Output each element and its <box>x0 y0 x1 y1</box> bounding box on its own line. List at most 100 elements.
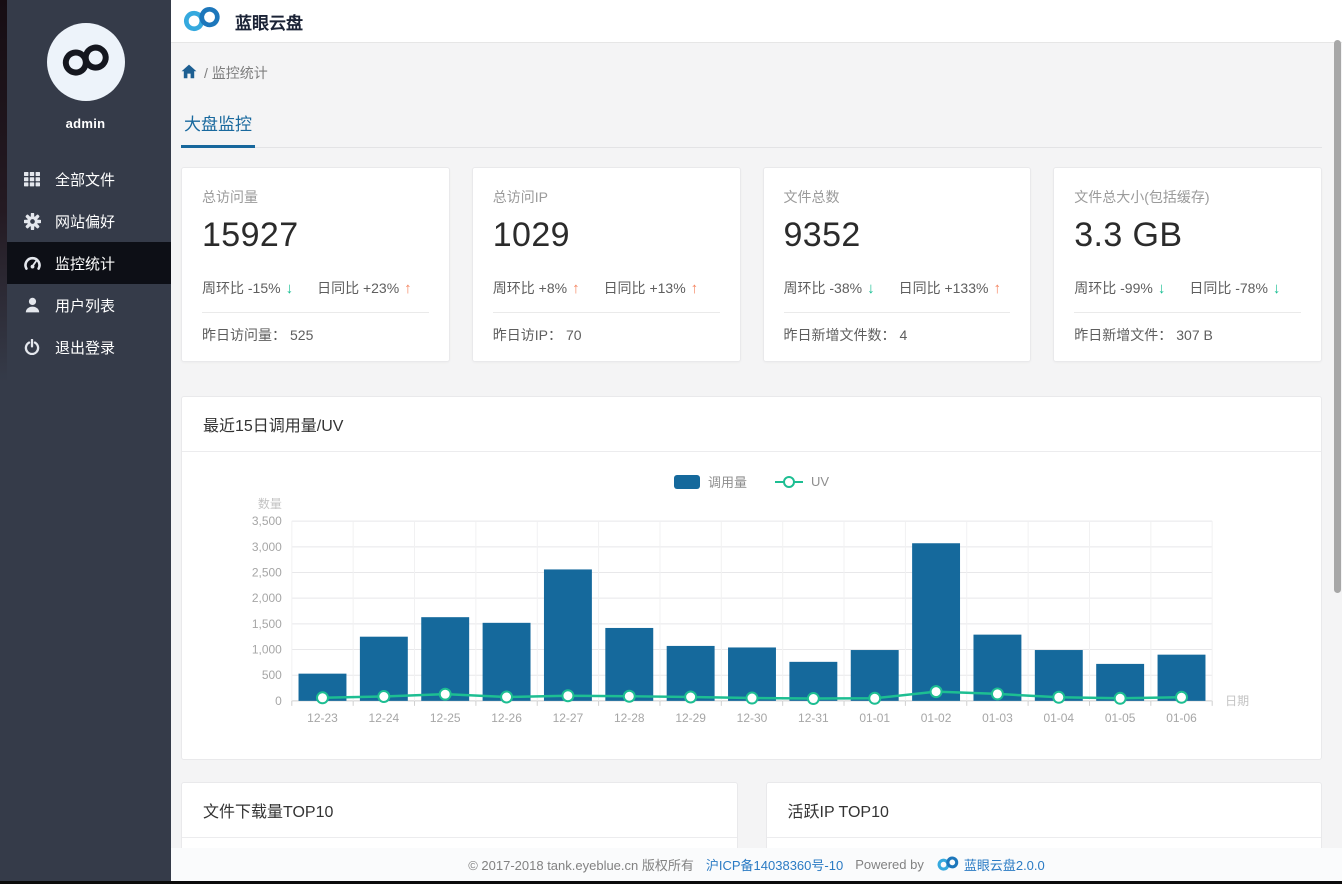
app-title: 蓝眼云盘 <box>235 13 303 33</box>
list-title: 活跃IP TOP10 <box>766 783 1321 838</box>
svg-text:12-24: 12-24 <box>369 711 400 725</box>
trend-up-icon <box>993 280 1001 297</box>
sidebar-item-label: 用户列表 <box>55 297 116 315</box>
sidebar: admin 全部文件 <box>0 0 171 884</box>
sidebar-menu: 全部文件 网站偏好 <box>0 158 171 368</box>
trend-down-icon <box>1273 280 1281 297</box>
footer-logo-icon <box>936 855 960 874</box>
sidebar-edge-decoration <box>0 0 7 382</box>
tab-bar: 大盘监控 <box>181 110 1322 148</box>
legend-item-calls[interactable]: 调用量 <box>673 472 747 491</box>
stat-footer: 昨日访IP： 70 <box>492 327 582 343</box>
username: admin <box>65 116 106 131</box>
trend-down-icon <box>286 280 294 297</box>
svg-text:2,000: 2,000 <box>252 591 282 605</box>
svg-text:12-27: 12-27 <box>553 711 584 725</box>
stat-card-total-visits: 总访问量 15927 周环比 -15% 日同比 +23% 昨日访问量：525 <box>181 167 450 362</box>
trend-up-icon <box>404 280 412 297</box>
stat-value: 15927 <box>202 216 299 254</box>
day-trend: 日同比 +23% <box>317 278 412 298</box>
stat-trends: 周环比 -99% 日同比 -78% <box>1074 278 1301 298</box>
sidebar-item-logout[interactable]: 退出登录 <box>0 326 171 368</box>
chart-legend: 调用量 UV <box>182 472 1321 491</box>
app-brand[interactable]: 蓝眼云盘 <box>181 5 303 38</box>
svg-text:1,500: 1,500 <box>252 617 282 631</box>
dashboard-icon <box>23 255 41 271</box>
sidebar-item-label: 监控统计 <box>55 255 116 273</box>
divider <box>783 312 1011 313</box>
chart-title: 最近15日调用量/UV <box>182 397 1321 452</box>
svg-text:01-03: 01-03 <box>982 711 1013 725</box>
stat-card-total-size: 文件总大小(包括缓存) 3.3 GB 周环比 -99% 日同比 -78% 昨日新… <box>1053 167 1322 362</box>
sidebar-item-user-list[interactable]: 用户列表 <box>0 284 171 326</box>
legend-item-uv[interactable]: UV <box>774 474 830 489</box>
bar-swatch-icon <box>673 474 700 489</box>
stat-label: 总访问IP <box>492 189 548 205</box>
stat-value: 9352 <box>783 216 861 254</box>
sidebar-item-monitoring-stats[interactable]: 监控统计 <box>0 242 171 284</box>
week-trend: 周环比 -15% <box>202 278 293 298</box>
svg-text:12-30: 12-30 <box>737 711 768 725</box>
stat-trends: 周环比 -15% 日同比 +23% <box>202 278 429 298</box>
stat-value: 1029 <box>492 216 570 254</box>
stat-footer: 昨日新增文件数： 4 <box>783 327 908 343</box>
icp-link[interactable]: 沪ICP备14038360号-10 <box>705 858 844 873</box>
stat-card-row: 总访问量 15927 周环比 -15% 日同比 +23% 昨日访问量：525 总… <box>181 167 1322 362</box>
breadcrumb: / 监控统计 <box>181 63 1322 83</box>
week-trend: 周环比 +8% <box>493 278 580 298</box>
svg-text:12-23: 12-23 <box>307 711 338 725</box>
svg-text:0: 0 <box>275 694 282 708</box>
brand-infinity-icon <box>59 43 113 82</box>
legend-label: UV <box>810 474 830 489</box>
uv-chart-card: 最近15日调用量/UV 调用量 UV 0 500 1,000 1,500 2,000 2,… <box>181 396 1322 760</box>
trend-down-icon <box>867 280 875 297</box>
trend-down-icon <box>1158 280 1166 297</box>
svg-text:01-05: 01-05 <box>1105 711 1136 725</box>
breadcrumb-trail: / 监控统计 <box>204 65 268 81</box>
trend-up-icon <box>691 280 699 297</box>
home-icon[interactable] <box>181 64 197 82</box>
svg-text:500: 500 <box>262 668 282 682</box>
svg-text:12-29: 12-29 <box>675 711 706 725</box>
vertical-scrollbar[interactable] <box>1334 40 1341 593</box>
list-title: 文件下载量TOP10 <box>182 783 737 838</box>
stat-label: 文件总数 <box>783 189 840 205</box>
main-content: / 监控统计 大盘监控 总访问量 15927 周环比 -15% 日同比 +23%… <box>171 43 1342 881</box>
stat-label: 总访问量 <box>202 189 258 205</box>
bar-line-chart[interactable]: 0 500 1,000 1,500 2,000 2,500 3,000 3,500 12-23 1… <box>182 495 1321 747</box>
sidebar-item-label: 网站偏好 <box>55 213 116 231</box>
line-swatch-icon <box>774 475 803 488</box>
stat-footer: 昨日新增文件： 307 B <box>1074 327 1213 343</box>
svg-text:日期: 日期 <box>1225 694 1249 708</box>
user-icon <box>23 297 41 313</box>
tab-dashboard-monitor[interactable]: 大盘监控 <box>181 110 255 148</box>
top-header: 蓝眼云盘 <box>171 0 1342 43</box>
power-icon <box>23 339 41 355</box>
gear-icon <box>23 212 41 230</box>
app-logo-icon <box>181 5 223 38</box>
svg-text:3,000: 3,000 <box>252 540 282 554</box>
svg-text:12-26: 12-26 <box>491 711 522 725</box>
svg-text:3,500: 3,500 <box>252 514 282 528</box>
svg-text:12-25: 12-25 <box>430 711 461 725</box>
copyright-text: © 2017-2018 tank.eyeblue.cn 版权所有 <box>468 858 694 873</box>
svg-text:2,500: 2,500 <box>252 566 282 580</box>
avatar[interactable] <box>46 23 125 101</box>
week-trend: 周环比 -99% <box>1074 278 1165 298</box>
window-bottom-edge <box>0 881 1342 884</box>
svg-text:12-28: 12-28 <box>614 711 645 725</box>
svg-text:01-02: 01-02 <box>921 711 952 725</box>
stat-value: 3.3 GB <box>1074 216 1183 254</box>
svg-text:12-31: 12-31 <box>798 711 829 725</box>
divider <box>202 312 429 313</box>
footer-brand[interactable]: 蓝眼云盘2.0.0 <box>936 855 1045 874</box>
sidebar-item-all-files[interactable]: 全部文件 <box>0 158 171 200</box>
week-trend: 周环比 -38% <box>784 278 875 298</box>
svg-text:1,000: 1,000 <box>252 643 282 657</box>
divider <box>492 312 720 313</box>
svg-text:01-01: 01-01 <box>859 711 890 725</box>
svg-text:数量: 数量 <box>258 496 282 511</box>
sidebar-item-site-preferences[interactable]: 网站偏好 <box>0 200 171 242</box>
grid-icon <box>23 171 41 187</box>
footer-brand-link[interactable]: 蓝眼云盘2.0.0 <box>963 858 1045 873</box>
